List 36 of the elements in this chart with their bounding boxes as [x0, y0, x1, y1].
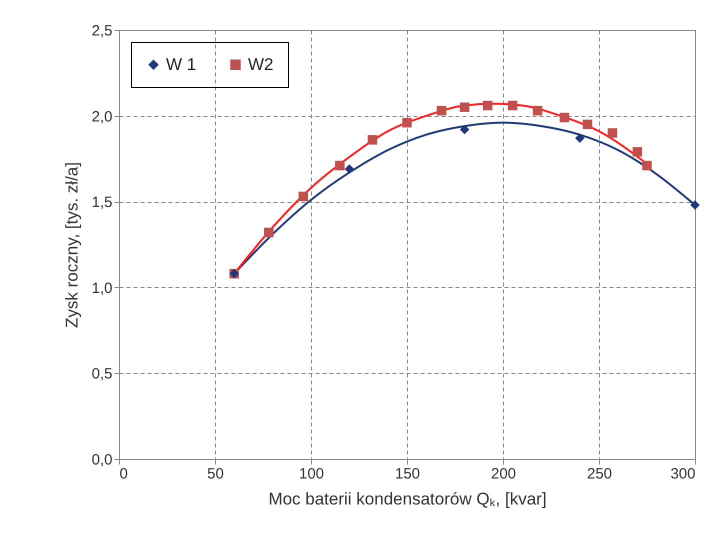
x-axis-title: Moc baterii kondensatorów Qₖ, [kvar] — [268, 490, 547, 508]
y-tick-label: 2,5 — [92, 22, 112, 40]
point — [632, 147, 642, 157]
x-tick-label: 200 — [490, 466, 516, 482]
point — [532, 106, 542, 116]
legend-label: W2 — [248, 54, 274, 74]
point — [402, 118, 412, 128]
x-tick-label: 250 — [586, 466, 612, 482]
point — [460, 124, 470, 134]
point — [335, 160, 345, 170]
point — [642, 160, 652, 170]
x-tick-label: 50 — [207, 466, 224, 482]
point — [460, 102, 470, 112]
y-tick-label: 0,5 — [92, 366, 112, 383]
point — [560, 112, 570, 122]
x-tick-label: 150 — [394, 466, 420, 482]
y-tick-label: 1,0 — [92, 280, 112, 297]
y-tick-label: 1,5 — [92, 194, 112, 212]
x-tick-label: 0 — [120, 466, 128, 482]
point — [508, 100, 518, 110]
x-tick-label: 100 — [298, 466, 324, 482]
point — [482, 100, 492, 110]
y-tick-label: 0,0 — [92, 452, 112, 468]
y-tick-label: 2,0 — [92, 108, 112, 126]
point — [582, 120, 592, 130]
point — [264, 228, 274, 238]
point — [690, 200, 700, 210]
x-tick-label: 300 — [670, 466, 696, 482]
legend-label: W 1 — [166, 54, 196, 74]
point — [436, 106, 446, 116]
point — [298, 192, 308, 202]
point — [575, 133, 585, 143]
point — [368, 135, 378, 145]
y-axis-title: Zysk roczny, [tys. zł/a] — [62, 162, 82, 328]
point — [608, 128, 618, 138]
point — [344, 164, 354, 174]
